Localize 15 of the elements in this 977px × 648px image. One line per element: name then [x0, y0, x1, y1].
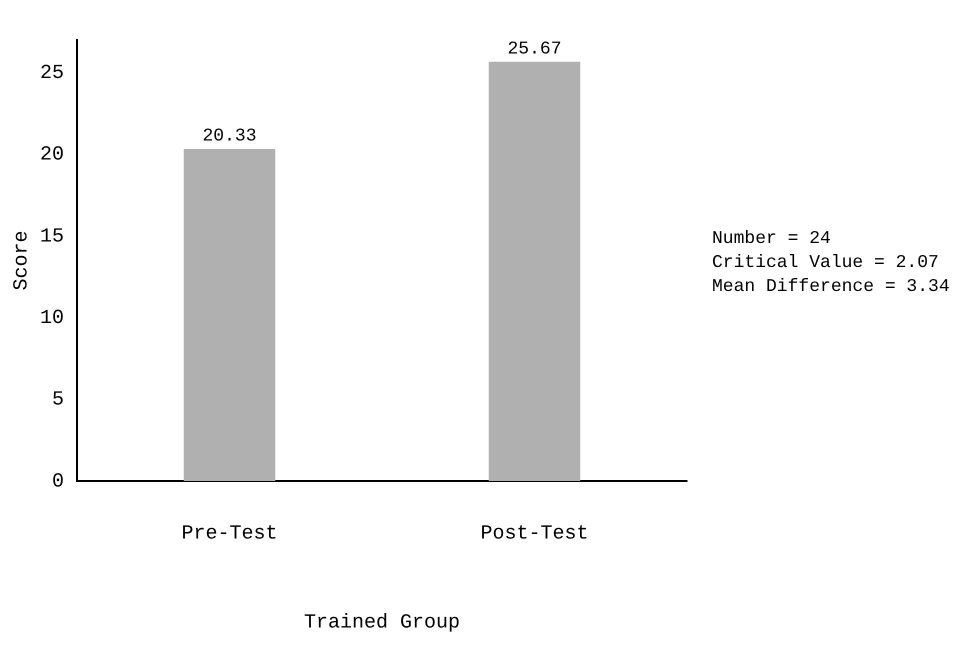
text: Number = 24	[712, 229, 831, 250]
y-tick-label: 10	[40, 306, 64, 330]
x-tick-label: Pre-Test	[181, 522, 278, 546]
text: Critical Value = 2.07	[712, 253, 939, 274]
y-tick-label: 5	[52, 388, 64, 412]
y-tick-label: 15	[40, 225, 64, 248]
y-axis-title: Score	[10, 230, 34, 291]
x-tick-label: Post-Test	[480, 522, 589, 546]
y-tick-label: 25	[40, 62, 64, 85]
x-axis-title: Trained Group	[304, 611, 460, 634]
y-tick-label: 0	[52, 470, 64, 494]
y-tick-label: 20	[40, 144, 64, 167]
data-label: 25.67	[507, 39, 562, 60]
text: Mean Difference = 3.34	[712, 277, 950, 298]
data-label: 20.33	[202, 126, 257, 147]
